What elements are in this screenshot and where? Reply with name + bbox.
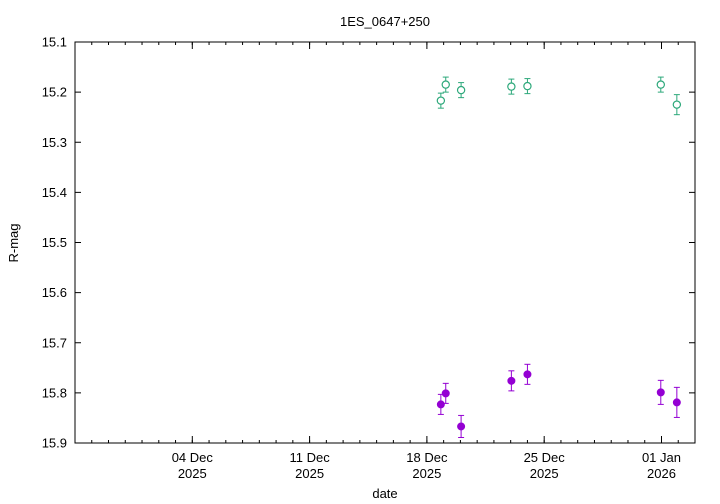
data-point-series-1 xyxy=(672,100,682,109)
x-tick-label: 25 Dec xyxy=(524,450,566,465)
chart-title: 1ES_0647+250 xyxy=(340,14,430,29)
x-tick-year-label: 2025 xyxy=(412,466,441,481)
y-tick-label: 15.7 xyxy=(42,335,67,350)
x-tick-year-label: 2025 xyxy=(295,466,324,481)
data-point-series-2 xyxy=(441,389,450,398)
x-axis-label: date xyxy=(372,486,397,501)
y-tick-label: 15.5 xyxy=(42,235,67,250)
data-point-series-2 xyxy=(672,398,681,407)
x-tick-label: 01 Jan xyxy=(642,450,681,465)
y-tick-label: 15.1 xyxy=(42,35,67,50)
x-tick-label: 04 Dec xyxy=(172,450,214,465)
x-tick-label: 18 Dec xyxy=(406,450,448,465)
y-tick-label: 15.3 xyxy=(42,135,67,150)
plot-area: 15.1 15.2 15.3 15.4 15.5 15.6 15.7 15.8 15.9 04 D… xyxy=(42,35,696,481)
y-tick-label: 15.4 xyxy=(42,185,67,200)
data-point-series-2 xyxy=(507,376,516,385)
data-point-series-2 xyxy=(523,370,532,379)
y-tick-label: 15.6 xyxy=(42,285,67,300)
x-tick-label: 11 Dec xyxy=(289,450,330,465)
x-tick-year-label: 2025 xyxy=(178,466,207,481)
data-point-series-1 xyxy=(656,80,665,89)
data-point-series-2 xyxy=(436,400,445,409)
y-tick-label: 15.8 xyxy=(42,385,67,400)
data-point-series-1 xyxy=(507,82,516,91)
data-point-series-2 xyxy=(656,388,665,397)
data-point-series-1 xyxy=(441,80,450,89)
y-tick-label: 15.2 xyxy=(42,85,67,100)
data-point-series-1 xyxy=(523,81,532,91)
data-point-series-1 xyxy=(436,96,446,105)
data-point-series-2 xyxy=(457,422,466,431)
y-axis-label: R-mag xyxy=(6,223,21,262)
plot-frame xyxy=(74,41,696,444)
y-tick-label: 15.9 xyxy=(42,436,67,451)
x-tick-year-label: 2025 xyxy=(530,466,559,481)
x-tick-year-label: 2026 xyxy=(647,466,676,481)
data-point-series-1 xyxy=(456,85,466,95)
